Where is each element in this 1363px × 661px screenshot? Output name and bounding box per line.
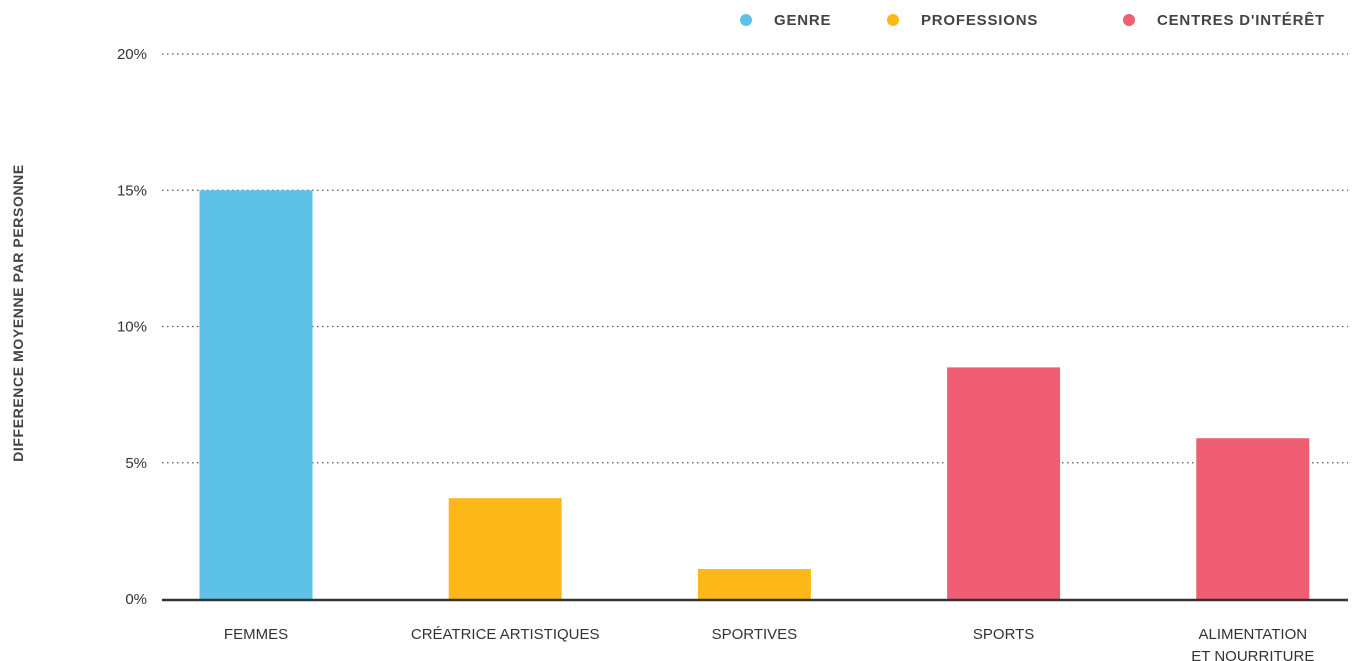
legend-label: GENRE [774,12,831,29]
legend-swatch [740,14,752,26]
legend-swatch [887,14,899,26]
legend-swatch [1123,14,1135,26]
x-axis-labels: FEMMES CRÉATRICE ARTISTIQUES SPORTIVES SPOR… [224,626,1314,661]
y-tick-label: 15% [117,182,147,199]
x-tick-label: SPORTS [973,626,1034,643]
x-tick-label: FEMMES [224,626,288,643]
x-tick-label: CRÉATRICE ARTISTIQUES [411,626,600,643]
legend-item: PROFESSIONS [887,12,1038,29]
legend-item: GENRE [740,12,831,29]
x-tick-label: SPORTIVES [712,626,798,643]
x-tick-label: ET NOURRITURE [1191,648,1314,661]
gridlines [162,53,1348,464]
y-axis-ticks: 0% 5% 10% 15% 20% [117,46,147,608]
y-tick-label: 10% [117,319,147,336]
y-tick-label: 20% [117,46,147,63]
bars [199,190,1310,599]
y-tick-label: 5% [125,455,147,472]
bar [199,190,313,599]
x-tick-label: ALIMENTATION [1198,626,1307,643]
y-axis-label: DIFFERENCE MOYENNE PAR PERSONNE [10,164,26,462]
bar [697,569,811,599]
legend: GENRE PROFESSIONS CENTRES D'INTÉRÊT [740,11,1325,29]
legend-item: CENTRES D'INTÉRÊT [1123,11,1325,29]
legend-label: CENTRES D'INTÉRÊT [1157,11,1325,29]
y-tick-label: 0% [125,591,147,608]
bar [448,498,562,599]
legend-label: PROFESSIONS [921,12,1038,29]
bar [947,367,1061,599]
bar [1196,438,1310,599]
